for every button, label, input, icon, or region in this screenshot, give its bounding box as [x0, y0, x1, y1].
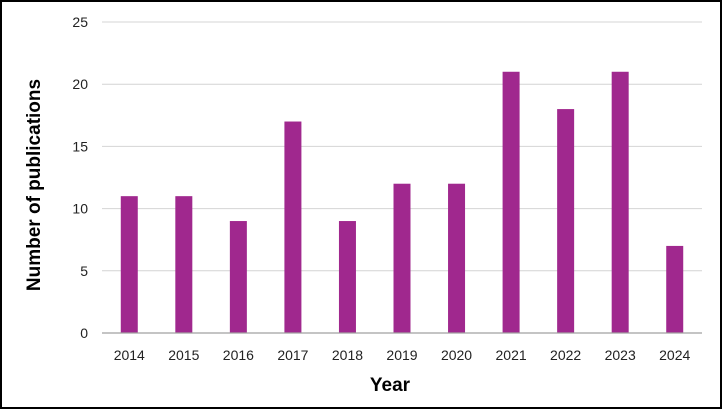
- y-tick-label: 10: [72, 201, 88, 217]
- bar: [611, 71, 629, 333]
- bar: [120, 196, 138, 333]
- x-tick-label: 2016: [223, 347, 254, 363]
- y-tick-label: 15: [72, 138, 88, 154]
- x-tick-label: 2017: [277, 347, 308, 363]
- bars: [120, 71, 684, 334]
- y-axis-title: Number of publications: [24, 79, 45, 291]
- bar: [502, 71, 520, 333]
- x-tick-label: 2018: [332, 347, 363, 363]
- x-axis-title: Year: [370, 375, 411, 396]
- y-tick-label: 0: [80, 325, 88, 341]
- gridlines: [102, 21, 702, 272]
- bar: [175, 196, 193, 333]
- x-tick-label: 2019: [386, 347, 417, 363]
- x-tick-label: 2024: [659, 347, 690, 363]
- x-tick-label: 2014: [114, 347, 145, 363]
- bar: [393, 183, 411, 333]
- bar: [448, 183, 466, 333]
- x-tick-label: 2023: [605, 347, 636, 363]
- y-tick-label: 20: [72, 76, 88, 92]
- bar: [284, 121, 302, 334]
- bar: [229, 221, 247, 333]
- y-tick-label: 5: [80, 263, 88, 279]
- bar: [557, 109, 575, 333]
- x-tick-label: 2020: [441, 347, 472, 363]
- x-tick-label: 2022: [550, 347, 581, 363]
- bar: [666, 245, 684, 333]
- x-tick-label: 2015: [168, 347, 199, 363]
- y-tick-label: 25: [72, 14, 88, 30]
- bar: [338, 221, 356, 333]
- x-tick-label: 2021: [496, 347, 527, 363]
- tick-labels: 0 5 10 15 20 25 2014 2015 2016 2017 2018 2019 2020 20…: [72, 14, 690, 363]
